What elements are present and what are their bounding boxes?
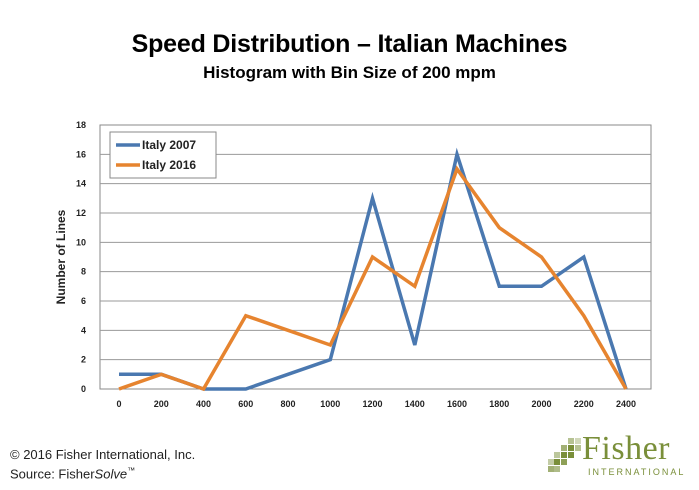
x-tick-label: 400 — [196, 399, 211, 409]
source-prefix: Source: Fisher — [10, 466, 95, 482]
y-tick-label: 16 — [76, 149, 86, 159]
copyright-text: © 2016 Fisher International, Inc. — [10, 447, 196, 462]
legend-box — [109, 131, 217, 179]
logo-word: Fisher — [582, 430, 670, 467]
x-tick-label: 1800 — [489, 399, 509, 409]
source-text: Source: FisherSolve™ — [10, 466, 135, 481]
x-tick-label: 0 — [116, 399, 121, 409]
y-tick-label: 8 — [81, 267, 86, 277]
plot-area — [99, 124, 652, 390]
source-italic: Solve — [94, 466, 128, 482]
x-tick-label: 200 — [154, 399, 169, 409]
x-tick-label: 2200 — [574, 399, 594, 409]
fisher-logo-mark-icon — [548, 438, 581, 472]
line-chart: 0 2 4 6 8 10 12 14 16 18 0 200 400 600 800 1000 1200 1400… — [54, 120, 652, 409]
x-tick-label: 800 — [280, 399, 295, 409]
x-tick-label: 1600 — [447, 399, 467, 409]
source-tm: ™ — [127, 466, 136, 475]
y-tick-label: 14 — [76, 179, 86, 189]
chart-title: Speed Distribution – Italian Machines — [131, 30, 568, 58]
legend-label: Italy 2007 — [142, 138, 196, 152]
legend-label: Italy 2016 — [142, 158, 196, 172]
fisher-logo: Fisher INTERNATIONAL — [548, 430, 688, 480]
x-tick-label: 1400 — [405, 399, 425, 409]
x-tick-label: 2000 — [531, 399, 551, 409]
y-tick-label: 2 — [81, 355, 86, 365]
y-tick-label: 18 — [76, 120, 86, 130]
y-tick-label: 6 — [81, 296, 86, 306]
y-tick-label: 10 — [76, 237, 86, 247]
x-tick-label: 1000 — [320, 399, 340, 409]
y-tick-label: 12 — [76, 208, 86, 218]
y-axis-label: Number of Lines — [54, 209, 68, 304]
x-tick-label: 1200 — [362, 399, 382, 409]
chart-subtitle: Histogram with Bin Size of 200 mpm — [203, 63, 496, 82]
y-tick-label: 0 — [81, 384, 86, 394]
logo-subtitle: INTERNATIONAL — [588, 467, 686, 477]
x-tick-label: 2400 — [616, 399, 636, 409]
y-tick-label: 4 — [81, 325, 86, 335]
series-line-2 — [118, 165, 628, 392]
x-tick-label: 600 — [238, 399, 253, 409]
